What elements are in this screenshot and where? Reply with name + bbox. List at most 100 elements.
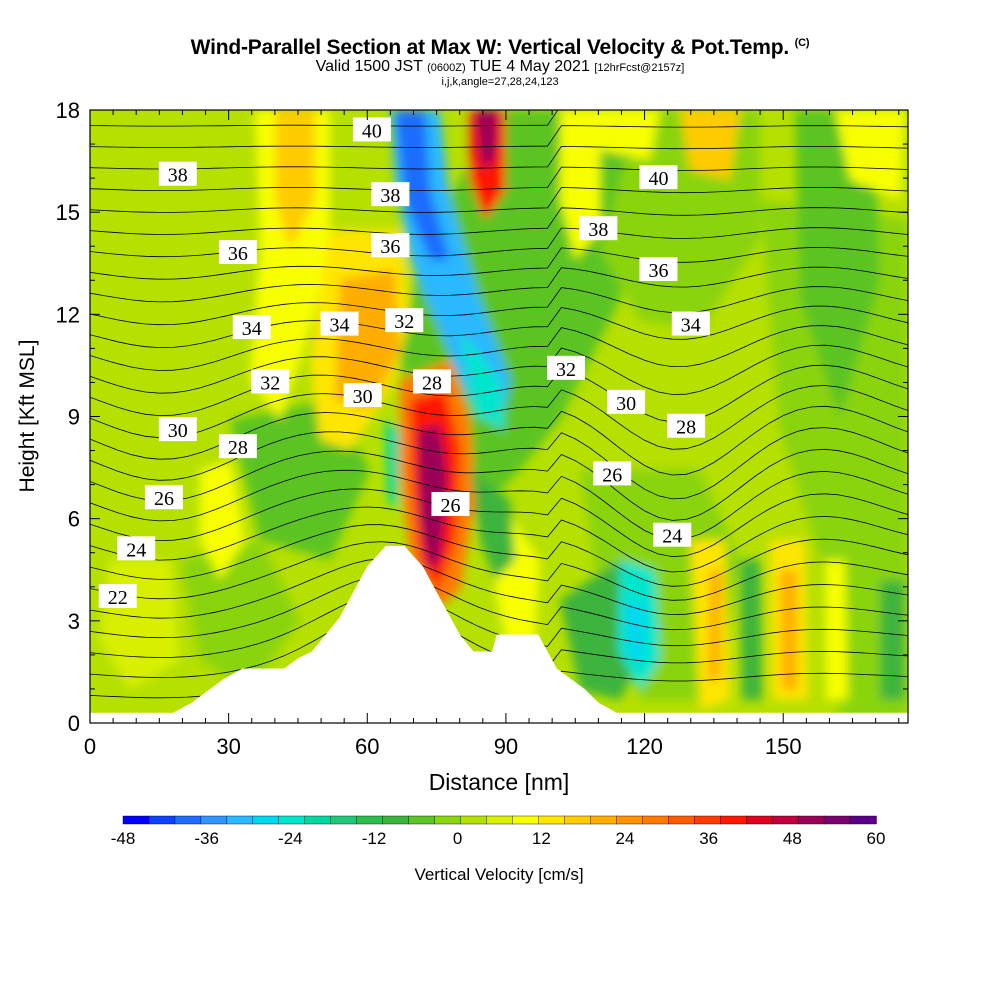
x-tick-label: 90 [494,734,518,759]
theta-label: 30 [168,420,188,442]
theta-label-box [343,383,382,408]
colorbar-label: Vertical Velocity [cm/s] [414,865,583,884]
colorbar-swatch [174,815,202,825]
colorbar-swatch [797,815,825,825]
x-axis: 0 30 60 90 120 150 [84,110,900,759]
colorbar-swatch [512,815,540,825]
theta-label-box [232,314,271,339]
theta-label: 34 [330,315,350,337]
theta-label-box [144,485,183,510]
colorbar-swatch [226,815,254,825]
isentrope-line [90,247,908,280]
colorbar-tick-label: 12 [532,829,551,848]
theta-label: 36 [380,236,400,258]
x-tick-label: 60 [355,734,379,759]
isentrope-line [90,427,908,500]
theta-label: 28 [228,437,248,459]
theta-label-box [671,311,710,336]
colorbar-tick-label: 60 [867,829,886,848]
isentrope-line [90,125,908,148]
y-axis-label: Height [Kft MSL] [16,340,39,493]
colorbar-swatch [668,815,695,825]
colorbar-swatch [771,815,799,825]
colorbar-swatch [330,815,358,825]
theta-label: 30 [616,393,636,415]
x-tick-label: 30 [216,734,240,759]
theta-label: 30 [353,386,373,408]
colorbar-tick-label: 24 [616,829,635,848]
colorbar-tick-label: 36 [699,829,718,848]
isentrope-line [90,364,908,423]
colorbar-swatch [564,815,592,825]
isentrope-line [90,110,559,127]
isentrope-line [90,145,908,170]
x-tick-label: 0 [84,734,96,759]
chart-subtitle: Valid 1500 JST (0600Z) TUE 4 May 2021 [1… [0,58,1000,76]
colorbar-swatch [122,815,150,825]
isentrope-line [90,266,908,303]
theta-label: 32 [394,311,414,333]
colorbar-swatch [200,815,228,825]
theta-label: 34 [242,318,262,340]
y-tick-label: 18 [56,98,80,123]
x-tick-label: 120 [626,734,663,759]
isentrope-line [90,448,908,521]
x-axis-label: Distance [nm] [429,769,570,795]
isentrope-line [90,84,908,105]
colorbar-swatch [434,815,462,825]
colorbar-tick-label: 0 [453,829,462,848]
theta-label-box [547,355,586,380]
theta-label-box [653,522,692,547]
colorbar-tick-label: -12 [362,829,387,848]
theta-label-box [158,161,197,186]
theta-label-box [667,413,706,438]
isentrope-line [90,186,908,213]
theta-label-box [371,182,410,207]
colorbar-swatch [849,815,877,825]
valid-date: TUE 4 May 2021 [469,58,590,75]
theta-label: 26 [602,464,622,486]
isentrope-line [90,385,908,450]
isentrope-line [90,506,908,573]
theta-label: 24 [662,526,682,548]
valid-time: Valid 1500 JST [315,58,423,75]
theta-label: 32 [260,372,280,394]
colorbar-swatch [590,815,618,825]
theta-label: 28 [676,417,696,439]
theta-label-box [371,233,410,258]
colorbar-swatch [304,815,332,825]
y-tick-label: 6 [68,507,80,532]
theta-label: 26 [440,495,460,517]
theta-label-box [579,216,618,241]
theta-label: 38 [380,185,400,207]
utc-time: (0600Z) [427,62,466,74]
isentrope-line [90,575,908,639]
colorbar-swatch [720,815,747,825]
theta-label-box [593,461,632,486]
colorbar: -48 -36 -24 -12 0 12 24 36 48 60 [111,815,886,848]
theta-label: 32 [556,359,576,381]
theta-label-box [607,389,646,414]
y-tick-label: 12 [56,302,80,327]
x-tick-label: 150 [765,734,802,759]
colorbar-swatch [538,815,566,825]
colorbar-swatch [382,815,410,825]
colorbar-swatch [486,815,514,825]
theta-label: 40 [648,168,668,190]
theta-label: 28 [422,372,442,394]
colorbar-swatch [694,815,721,825]
theta-label-box [639,165,678,190]
y-tick-label: 15 [56,200,80,225]
isentrope-line [90,469,908,541]
colorbar-swatch [460,815,488,825]
theta-label-box [431,492,470,517]
colorbar-swatch [616,815,644,825]
theta-contour-labels: 40 38 38 40 36 36 38 36 34 34 32 34 32 30 28 32 30 30 28 28… [98,117,710,609]
isentrope-line [90,166,908,192]
theta-label-box [158,417,197,442]
theta-label: 38 [168,165,188,187]
theta-label-box [98,583,137,608]
theta-label: 36 [648,260,668,282]
isentrope-line [90,305,908,349]
